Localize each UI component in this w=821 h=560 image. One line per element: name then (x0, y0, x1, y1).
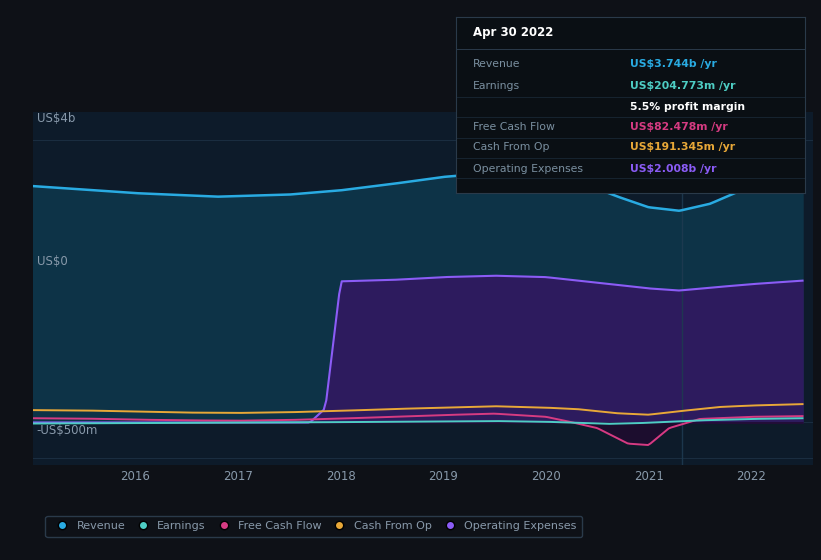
Text: Apr 30 2022: Apr 30 2022 (473, 26, 553, 39)
Text: 5.5% profit margin: 5.5% profit margin (631, 102, 745, 112)
Text: Earnings: Earnings (473, 81, 521, 91)
Text: Operating Expenses: Operating Expenses (473, 164, 583, 174)
Text: Cash From Op: Cash From Op (473, 142, 549, 152)
Text: US$3.744b /yr: US$3.744b /yr (631, 59, 717, 69)
Text: -US$500m: -US$500m (37, 424, 99, 437)
Text: US$191.345m /yr: US$191.345m /yr (631, 142, 736, 152)
Text: US$4b: US$4b (37, 112, 75, 125)
Legend: Revenue, Earnings, Free Cash Flow, Cash From Op, Operating Expenses: Revenue, Earnings, Free Cash Flow, Cash … (45, 516, 582, 537)
Text: Revenue: Revenue (473, 59, 521, 69)
Text: US$204.773m /yr: US$204.773m /yr (631, 81, 736, 91)
Text: US$2.008b /yr: US$2.008b /yr (631, 164, 717, 174)
Text: US$0: US$0 (37, 255, 67, 268)
Text: US$82.478m /yr: US$82.478m /yr (631, 122, 728, 132)
Text: Free Cash Flow: Free Cash Flow (473, 122, 555, 132)
